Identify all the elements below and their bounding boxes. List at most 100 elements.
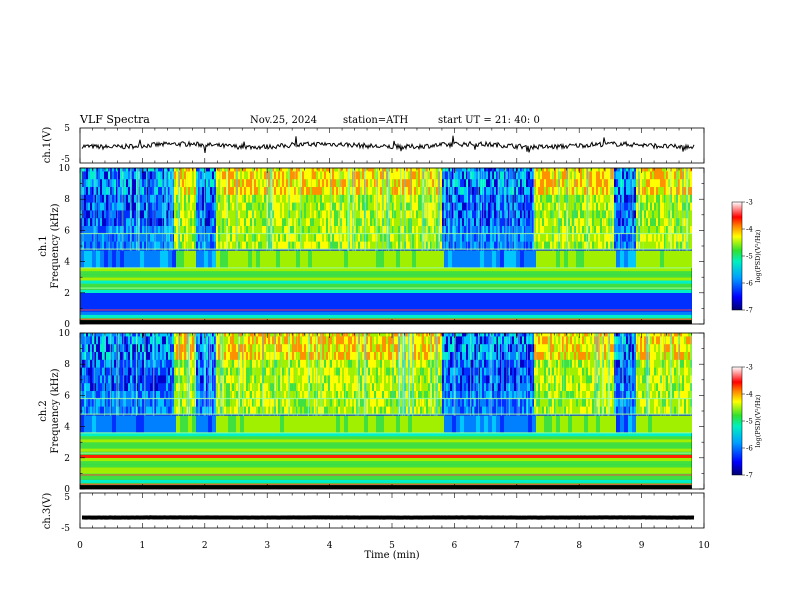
ch1-spectrogram-cell [506,178,509,188]
ch2-spectrogram-cell [118,359,121,368]
ch1-spectrogram-cell [362,171,365,180]
ch1-spectrogram-cell [186,233,189,242]
ch1-spectrogram-cell [256,178,259,188]
ch1-spectrogram-cell [366,178,369,188]
ch1-spectrogram-cell [646,233,649,242]
ch1-spectrogram-cell [666,202,669,211]
ch1-spectrogram-cell [86,186,89,195]
ch2-spectrogram-cell [202,390,205,399]
ch2-spectrogram-cell [80,382,83,392]
ch2-spectrogram-cell [98,333,101,337]
ch1-spectrogram-cell [314,186,317,195]
ch1-spectrogram-cell [546,178,549,188]
ch1-spectrogram-cell [286,225,289,234]
ch1-spectrogram-cell [574,241,577,250]
ch1-spectrogram-cell [398,210,401,219]
ch1-spectrogram-cell [156,168,159,172]
ch1-spectrogram-cell [472,186,475,195]
ch1-spectrogram-cell [140,233,143,242]
ch1-spectrogram-cell [250,202,253,211]
ch1-spectrogram-cell [598,171,601,180]
ch1-spectrogram-cell [220,241,223,250]
ch1-spectrogram-cell [192,202,195,211]
ch2-spectrogram-cell [106,398,109,407]
ch1-spectrogram-cell [194,225,197,234]
ch2-spectrogram-cell [260,375,263,384]
ch1-spectrogram-cell [260,168,263,172]
ch1-spectrogram-cell [636,194,639,203]
ch1-low-band [80,299,692,303]
ch1-spectrogram-cell [554,225,557,234]
ch1-mid-band-cell [140,250,145,268]
ch1-spectrogram-cell [522,168,525,172]
ch2-spectrogram-cell [186,359,189,368]
ch1-mid-band-cell [128,250,133,268]
ch1-spectrogram-cell [186,217,189,227]
ch1-spectrogram-cell [118,171,121,180]
ch1-mid-band-cell [608,250,613,268]
ch1-spectrogram-cell [658,241,661,250]
ch1-spectrogram-cell [202,178,205,188]
ch1-mid-band-cell [624,250,629,268]
ch1-sferic-streak [588,168,590,253]
ch1-spectrogram-cell [418,194,421,203]
ch1-spectrogram-cell [574,233,577,242]
ch1-spectrogram-cell [654,168,657,172]
ch2-spectrogram-cell [146,343,149,353]
ch2-spectrogram-cell [142,398,145,407]
ch1-spectrogram-cell [248,186,251,195]
ch1-spectrogram-cell [414,241,417,250]
ch1-spectrogram-cell [100,186,103,195]
ch1-spectrogram-cell [646,217,649,227]
ch2-spectrogram-cell [206,375,209,384]
ch1-spectrogram-cell [84,241,87,250]
ch2-spectrogram-cell [232,406,235,415]
ch1-spectrogram-cell [184,194,187,203]
ch1-mid-band-cell [448,250,453,268]
ch1-spectrogram-cell [146,171,149,180]
ch2-spectrogram-cell [112,336,115,345]
ch1-spectrogram-cell [548,241,551,250]
ch2-spectrogram-cell [256,367,259,376]
ch2-spectrogram-cell [92,333,95,337]
ch1-sferic-streak [235,168,237,253]
ch1-spectrogram-cell [226,178,229,188]
ch1-spectrogram-cell [326,194,329,203]
ch1-spectrogram-cell [394,194,397,203]
ch1-spectrogram-cell [582,202,585,211]
ch1-spectrogram-cell [482,168,485,172]
ch1-spectrogram-cell [518,233,521,242]
ch1-spectrogram-cell [538,168,541,172]
ch1-spectrogram-cell [176,178,179,188]
ch2-spectrogram-cell [106,351,109,360]
ch1-spectrogram-cell [580,178,583,188]
ch1-spectrogram-cell [104,225,107,234]
ch1-low-band [80,267,692,272]
ch2-spectrogram-cell [254,375,257,384]
ch1-spectrogram-cell [326,217,329,227]
ch2-spectrogram-cell [172,398,175,407]
ch2-spectrogram-cell [148,382,151,392]
ch1-spectrogram-cell [286,217,289,227]
ch2-spectrogram-cell [124,336,127,345]
ch1-spectrogram-cell [114,233,117,242]
ch1-spectrogram-cell [344,225,347,234]
ch1-mid-band-cell [492,250,497,268]
ch1-spectrogram-cell [584,241,587,250]
ch1-spectrogram-cell [356,217,359,227]
ch1-spectrogram-cell [196,210,199,219]
ch2-spectrogram-cell [154,398,157,407]
ch1-spectrogram-cell [176,186,179,195]
ch2-spectrogram-cell [138,406,141,415]
ch2-spectrogram-cell [254,390,257,399]
ch2-spectrogram-cell [120,351,123,360]
ch1-sferic-streak [200,168,202,253]
ch1-spectrogram-cell [594,178,597,188]
ch2-spectrogram-cell [136,375,139,384]
ch1-spectrogram-cell [582,178,585,188]
ch1-spectrogram-cell [626,202,629,211]
ch1-spectrogram-cell [104,171,107,180]
ch1-spectrogram-cell [194,217,197,227]
ch1-spectrogram-cell [334,194,337,203]
ch1-spectrogram-cell [448,202,451,211]
